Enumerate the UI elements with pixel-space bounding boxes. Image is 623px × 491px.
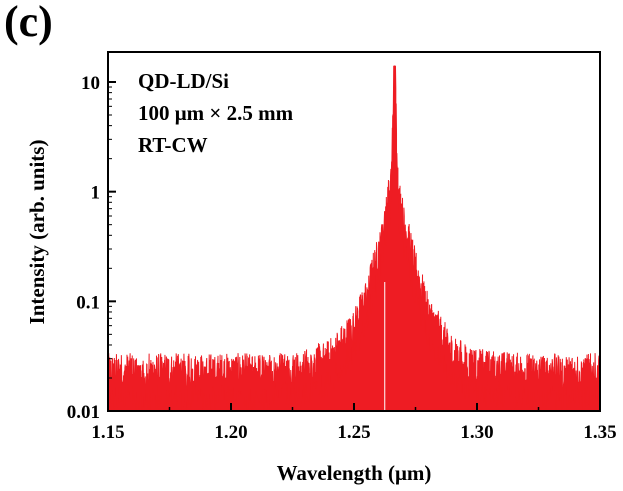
x-tick-label: 1.35	[583, 422, 616, 443]
x-tick-label: 1.25	[337, 422, 370, 443]
y-tick-label: 0.1	[76, 292, 100, 313]
x-tick-label: 1.30	[460, 422, 493, 443]
axis-ticks	[107, 81, 601, 412]
annotation-dimensions: 100 μm × 2.5 mm	[138, 101, 294, 125]
panel-label: (c)	[4, 0, 53, 46]
y-tick-label: 10	[81, 73, 100, 94]
tick-labels: 1.15 1.20 1.25 1.30 1.35 0.01 0.1 1 10	[67, 73, 617, 443]
x-axis-title: Wavelength (μm)	[277, 461, 432, 485]
y-axis-title: Intensity (arb. units)	[25, 140, 49, 325]
y-tick-label: 0.01	[67, 402, 100, 423]
annotation-device: QD-LD/Si	[138, 69, 229, 93]
x-tick-label: 1.20	[214, 422, 247, 443]
annotation-condition: RT-CW	[138, 133, 208, 157]
spectrum-line	[108, 65, 600, 411]
spectrum-trace-group	[108, 65, 600, 411]
y-tick-label: 1	[91, 183, 101, 204]
x-tick-label: 1.15	[91, 422, 124, 443]
